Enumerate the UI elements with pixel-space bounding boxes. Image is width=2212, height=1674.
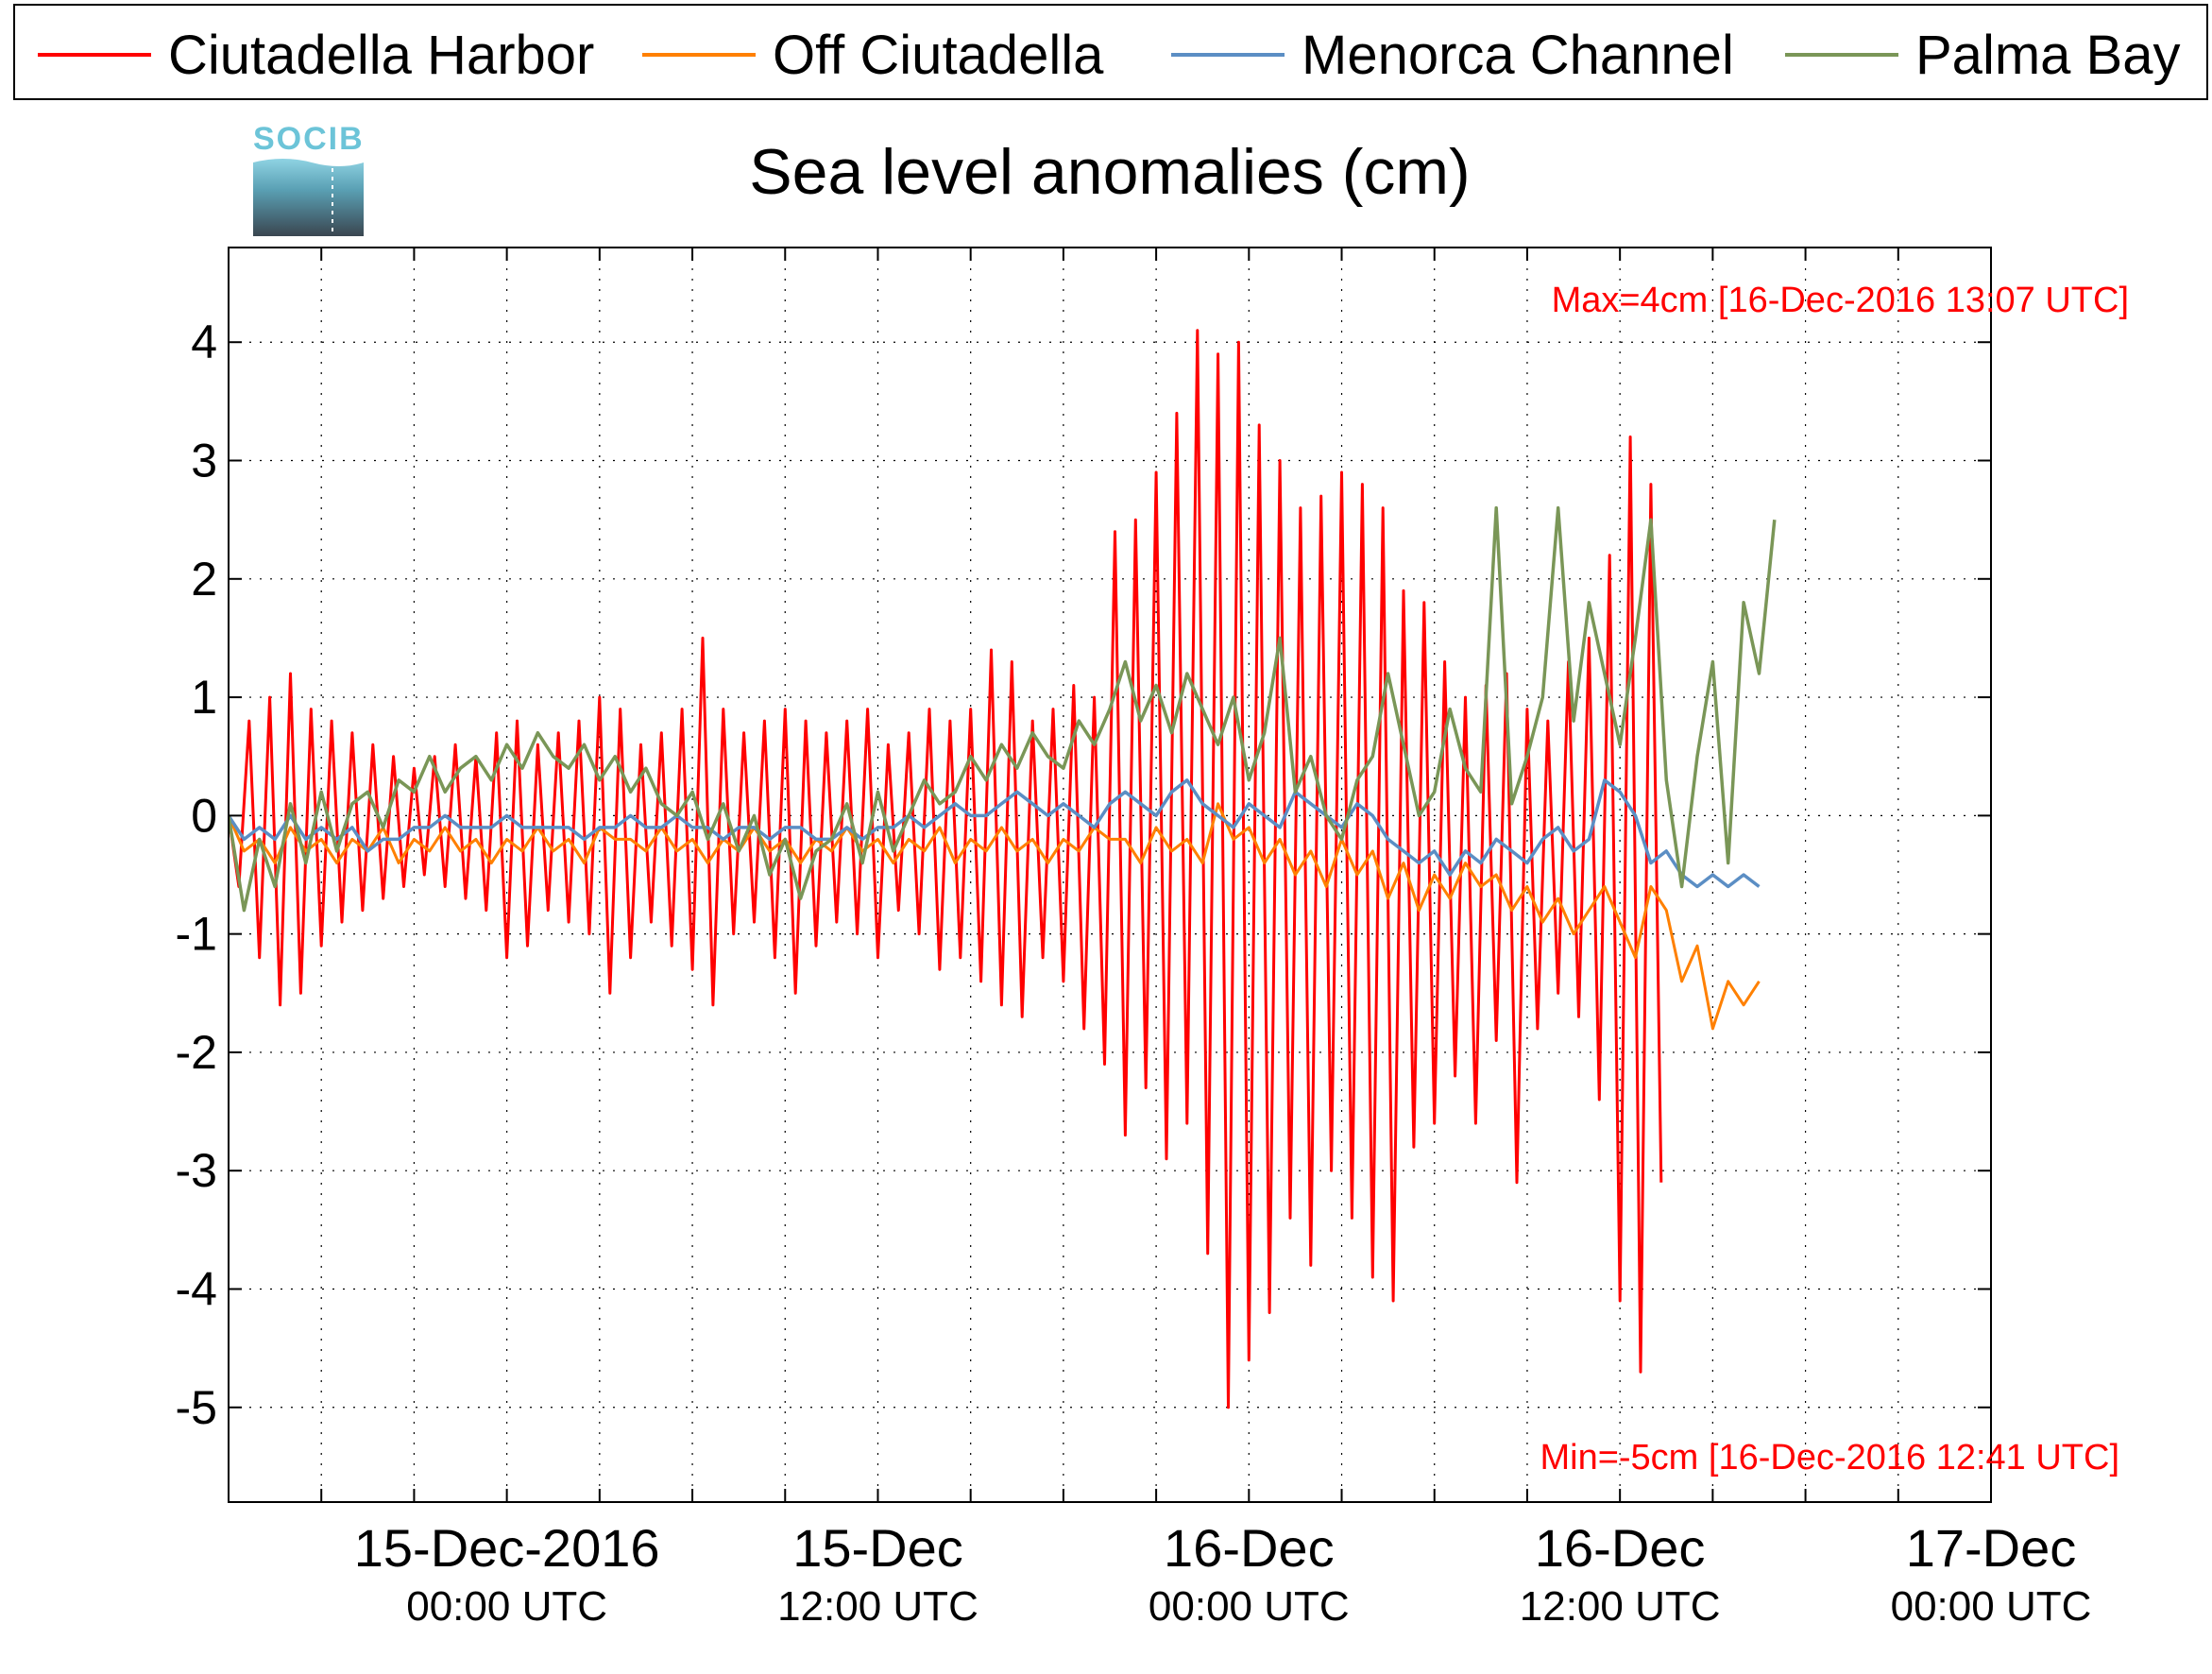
x-tick-sublabel: 12:00 UTC (1520, 1583, 1721, 1630)
series-line-ciutadella-harbor (229, 329, 1663, 1409)
y-tick-label: 0 (191, 789, 217, 842)
series-line-palma-bay (229, 505, 1777, 913)
y-tick-label: -4 (176, 1262, 217, 1315)
y-tick-label: 2 (191, 553, 217, 606)
y-tick-label: -1 (176, 908, 217, 961)
y-tick-label: -5 (176, 1381, 217, 1434)
series-line-menorca-channel (229, 778, 1761, 889)
x-tick-label: 16-Dec (1535, 1518, 1706, 1578)
y-tick-label: -2 (176, 1026, 217, 1079)
y-axis: 4 3 2 1 0 -1 -2 -3 -4 -5 (176, 316, 1991, 1434)
legend: Ciutadella Harbor Off Ciutadella Menorca C… (13, 4, 2208, 100)
legend-label-off-ciutadella: Off Ciutadella (773, 25, 1104, 86)
x-tick-sublabel: 12:00 UTC (777, 1583, 978, 1630)
x-tick-sublabel: 00:00 UTC (1891, 1583, 2092, 1630)
y-tick-label: 3 (191, 435, 217, 487)
socib-logo: SOCIB (253, 121, 365, 236)
x-tick-label: 15-Dec (792, 1518, 963, 1578)
max-annotation: Max=4cm [16-Dec-2016 13:07 UTC] (1552, 281, 2129, 320)
series-line-off-ciutadella (229, 802, 1761, 1031)
legend-label-palma-bay: Palma Bay (1915, 25, 2180, 86)
x-tick-label: 16-Dec (1164, 1518, 1335, 1578)
y-tick-label: 4 (191, 316, 217, 368)
y-tick-label: -3 (176, 1144, 217, 1197)
x-tick-sublabel: 00:00 UTC (406, 1583, 607, 1630)
x-axis: 15-Dec-2016 00:00 UTC 15-Dec 12:00 UTC 16-De… (320, 248, 2092, 1630)
chart-title: Sea level anomalies (cm) (749, 136, 1470, 208)
plot-frame (228, 247, 1992, 1503)
x-tick-label: 15-Dec-2016 (354, 1518, 660, 1578)
x-tick-label: 17-Dec (1906, 1518, 2077, 1578)
grid (229, 248, 1991, 1502)
svg-text:SOCIB: SOCIB (253, 121, 365, 157)
y-tick-label: 1 (191, 671, 217, 724)
min-annotation: Min=-5cm [16-Dec-2016 12:41 UTC] (1540, 1438, 2119, 1478)
x-tick-sublabel: 00:00 UTC (1149, 1583, 1350, 1630)
legend-label-menorca-channel: Menorca Channel (1302, 25, 1734, 86)
legend-label-ciutadella-harbor: Ciutadella Harbor (168, 25, 594, 86)
plot-area (229, 329, 1777, 1409)
